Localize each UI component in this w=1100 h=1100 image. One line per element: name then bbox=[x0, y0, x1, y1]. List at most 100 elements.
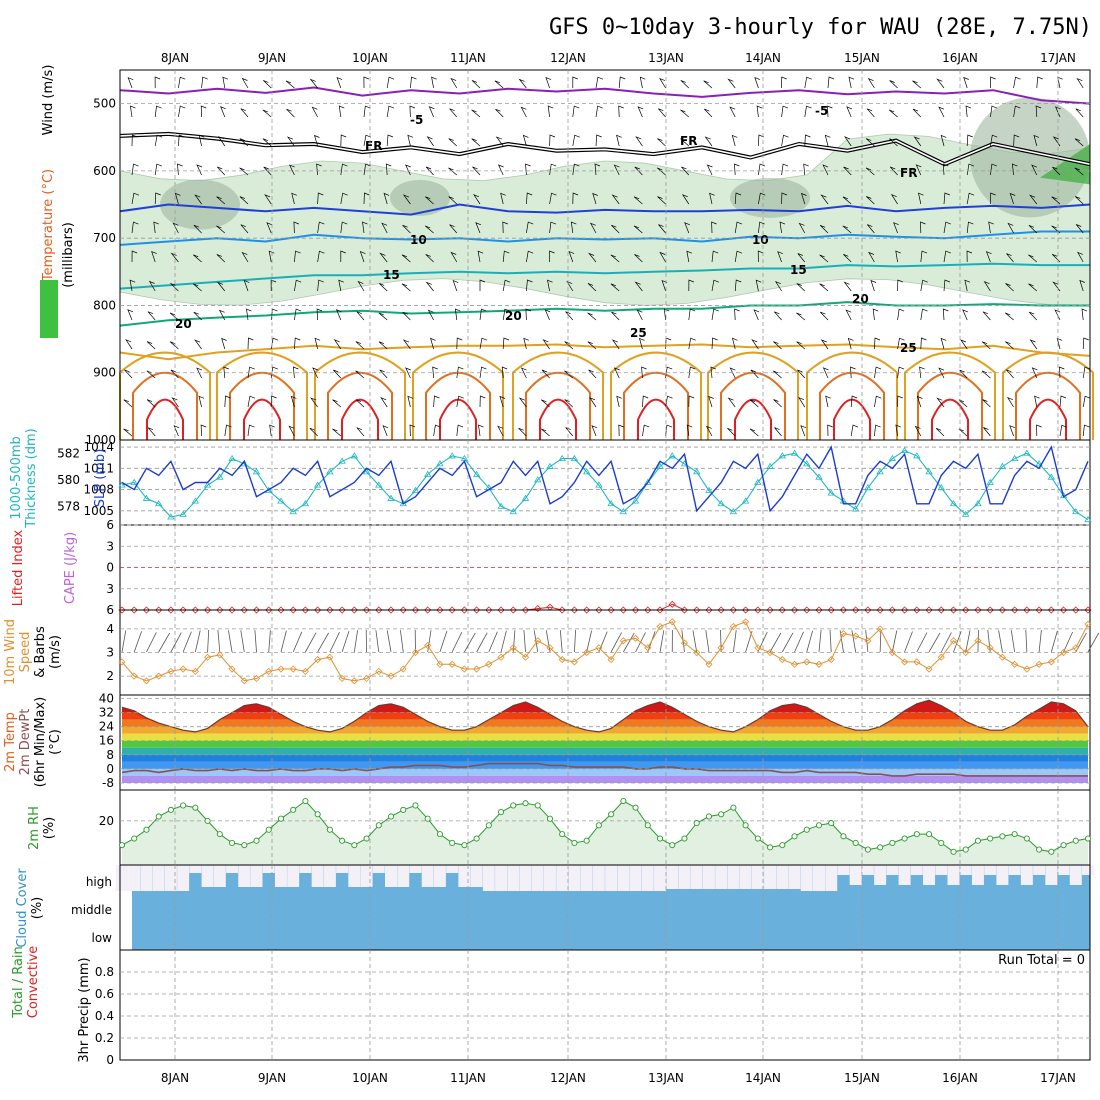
wind-speed-series-point bbox=[742, 618, 750, 626]
wind-barb bbox=[1004, 312, 1014, 321]
lifted-index-series-point bbox=[436, 606, 444, 614]
thickness-series-point bbox=[497, 502, 505, 509]
wind-speed-series-point bbox=[1084, 620, 1092, 628]
wind-barb bbox=[340, 163, 348, 176]
wind-barb bbox=[196, 367, 203, 379]
wind-barb bbox=[294, 279, 302, 292]
wind-barb bbox=[173, 425, 180, 437]
wind10m-barb bbox=[240, 630, 245, 653]
rh2m-series-point bbox=[436, 831, 443, 838]
wind10m-barb bbox=[953, 631, 962, 653]
wind10m-barb bbox=[998, 630, 1003, 653]
wind-barb bbox=[985, 251, 992, 263]
lifted-index-series-point bbox=[460, 606, 468, 614]
wind-barb bbox=[146, 399, 156, 408]
day-label-top: 10JAN bbox=[352, 51, 388, 65]
cloud-clear-segment bbox=[421, 865, 434, 887]
wind-barb bbox=[711, 308, 719, 321]
wind10m-barb bbox=[170, 632, 182, 653]
wind-barb bbox=[822, 367, 829, 379]
cloud-clear-segment bbox=[543, 865, 556, 891]
isotherm-line bbox=[119, 203, 1091, 216]
wind-barb bbox=[448, 138, 458, 147]
wind-barb bbox=[665, 395, 673, 408]
li-tick-label: 3 bbox=[106, 539, 114, 553]
wind-barb bbox=[966, 163, 975, 176]
wind-barb bbox=[127, 309, 134, 321]
wind-barb bbox=[332, 428, 342, 437]
wind-barb bbox=[526, 250, 534, 263]
temperature-band bbox=[122, 700, 1088, 713]
wind-barb bbox=[710, 366, 717, 379]
temperature-band bbox=[122, 719, 1088, 727]
cloud-clear-segment bbox=[507, 865, 520, 891]
rh2m-series-point bbox=[290, 806, 297, 813]
thickness-series-point bbox=[154, 499, 163, 507]
lifted-index-series-point bbox=[521, 606, 530, 614]
lifted-index-series-point bbox=[766, 606, 774, 614]
wind10m-barb bbox=[341, 630, 350, 653]
wind-barb bbox=[332, 399, 342, 408]
wind-barb bbox=[592, 192, 598, 205]
li-tick-label: 3 bbox=[106, 582, 114, 596]
wind-barb bbox=[610, 254, 620, 263]
wind-barb bbox=[450, 77, 458, 89]
cloud-clear-segment bbox=[323, 865, 336, 887]
wind-barb bbox=[1028, 224, 1038, 234]
lifted-index-series-point bbox=[754, 606, 762, 614]
rh2m-series-point bbox=[131, 835, 138, 842]
cloud-clear-segment bbox=[470, 865, 483, 887]
wind-barb bbox=[634, 254, 643, 263]
wind-barb bbox=[198, 134, 205, 147]
wind10m-barb bbox=[705, 630, 710, 653]
wind-barb bbox=[1081, 308, 1088, 321]
lifted-index-series-point bbox=[118, 606, 126, 614]
thickness-series-point bbox=[228, 454, 236, 461]
wind-barb bbox=[1077, 251, 1084, 263]
wind-barb bbox=[663, 308, 670, 321]
cloud-clear-segment bbox=[666, 865, 679, 889]
wind-barb bbox=[405, 164, 411, 176]
day-label-bottom: 12JAN bbox=[550, 1071, 586, 1085]
wind-speed-series-point bbox=[888, 648, 896, 657]
wind-barb bbox=[820, 194, 829, 205]
thickness-series-point bbox=[790, 449, 799, 456]
wind-barb bbox=[611, 224, 620, 234]
rh2m-series-point bbox=[522, 800, 529, 807]
wind-barb bbox=[920, 221, 926, 234]
wind-barb bbox=[618, 424, 624, 437]
wind-barb bbox=[432, 366, 438, 379]
wind-barb bbox=[797, 253, 806, 263]
wind-barb bbox=[565, 311, 574, 321]
wind-barb bbox=[940, 134, 947, 147]
lifted-index-series-point bbox=[240, 606, 248, 614]
wind-speed-series-point bbox=[191, 667, 199, 675]
wind10m-barb bbox=[451, 632, 463, 653]
wind-tick-label: 4 bbox=[106, 622, 114, 636]
wind-barb bbox=[125, 339, 133, 350]
wind-barb bbox=[587, 341, 597, 350]
wind10m-barb bbox=[305, 632, 317, 653]
wind-barb bbox=[177, 163, 183, 176]
wind-barb bbox=[502, 308, 511, 321]
cloud-clear-segment bbox=[1020, 865, 1033, 885]
thickness-series-point bbox=[864, 484, 872, 491]
wind-barb bbox=[734, 250, 743, 263]
cloud-clear-segment bbox=[274, 865, 287, 887]
wind-barb bbox=[502, 250, 510, 263]
wind-barb bbox=[965, 105, 972, 118]
rh2m-series-point bbox=[901, 835, 908, 842]
wind-barb bbox=[680, 138, 690, 147]
wind-barb bbox=[781, 192, 788, 205]
wind-barb bbox=[502, 221, 508, 234]
wind-barb bbox=[192, 283, 202, 292]
wind-barb bbox=[572, 192, 579, 205]
axis-label: (6hr Min/Max) bbox=[33, 697, 48, 787]
wind-barb bbox=[958, 428, 968, 437]
wind10m-barb bbox=[439, 630, 448, 653]
wind-barb bbox=[386, 105, 395, 118]
rh2m-series-point bbox=[449, 839, 456, 846]
rh2m-series-point bbox=[229, 839, 236, 846]
wind-barb bbox=[920, 308, 928, 321]
wind-barb bbox=[850, 424, 859, 437]
